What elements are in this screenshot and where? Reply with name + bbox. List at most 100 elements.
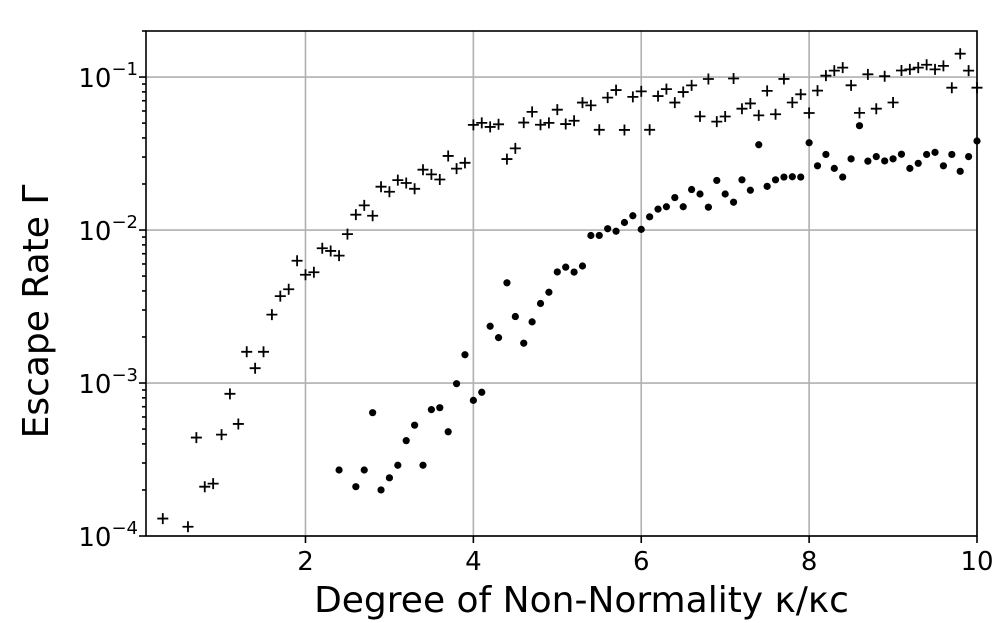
plus-marker (879, 70, 891, 82)
dot-marker (411, 421, 419, 429)
dot-marker (377, 486, 385, 494)
dot-marker (847, 155, 855, 163)
dot-marker (620, 218, 629, 227)
plus-marker (820, 70, 832, 82)
dot-marker (881, 157, 889, 165)
plus-marker (291, 255, 303, 267)
dot-marker (427, 406, 435, 414)
y-tick-label: 10−2 (78, 212, 138, 247)
dot-marker (729, 198, 738, 206)
plus-marker (526, 106, 538, 118)
plus-marker (249, 362, 261, 374)
plus-marker (207, 478, 219, 490)
plus-marker (560, 118, 572, 130)
x-axis-label: Degree of Non-Normality κ/κc (314, 580, 849, 621)
plus-marker (711, 116, 723, 128)
dot-marker (889, 155, 897, 163)
plus-marker (895, 64, 907, 76)
plus-marker (476, 117, 488, 129)
plus-marker (535, 119, 547, 131)
plus-marker (274, 290, 286, 302)
y-tick-label: 10−4 (78, 518, 138, 553)
dot-marker (394, 461, 402, 469)
plus-marker (392, 174, 404, 186)
plus-marker (417, 164, 429, 176)
dot-marker (486, 322, 494, 330)
plus-marker (778, 73, 790, 85)
plus-marker (190, 432, 202, 444)
plus-marker (576, 97, 588, 109)
plus-marker (467, 119, 479, 131)
plus-marker (551, 104, 563, 116)
dot-marker (654, 205, 662, 213)
plus-marker (627, 91, 639, 103)
plus-marker (375, 181, 387, 193)
dot-marker (553, 268, 561, 276)
dot-marker (755, 141, 763, 149)
dot-marker (536, 299, 545, 308)
plus-marker (828, 65, 840, 77)
plus-marker (459, 157, 471, 169)
dot-marker (822, 150, 830, 159)
dot-marker (461, 351, 469, 359)
plus-marker (770, 108, 782, 120)
plus-marker (341, 228, 353, 240)
dot-marker (478, 388, 486, 396)
dot-marker (956, 167, 964, 175)
dot-marker (688, 185, 696, 194)
dot-marker (797, 173, 805, 181)
dot-marker (721, 190, 729, 198)
dot-marker (864, 157, 872, 165)
plus-marker (258, 346, 270, 358)
plus-marker (518, 117, 530, 129)
plus-marker (232, 418, 244, 430)
dot-marker (805, 139, 813, 147)
dot-marker (612, 227, 620, 235)
plus-marker (702, 73, 714, 85)
dot-marker (738, 176, 746, 184)
plus-marker (744, 97, 756, 109)
plus-marker (367, 210, 379, 222)
plus-marker (568, 115, 580, 127)
dot-marker (696, 190, 704, 198)
dot-marker (813, 162, 822, 170)
dot-marker (839, 173, 847, 181)
plus-marker (652, 90, 664, 102)
dot-marker (771, 176, 780, 184)
plus-marker (929, 63, 941, 75)
dot-marker (939, 162, 948, 170)
dot-marker (679, 203, 687, 211)
dot-marker (897, 150, 906, 158)
dot-marker (360, 466, 368, 474)
plus-marker (803, 107, 815, 119)
dot-marker (587, 231, 595, 240)
plus-marker (795, 88, 807, 100)
dot-marker (520, 339, 528, 347)
dot-marker (662, 203, 671, 211)
plus-marker (316, 242, 328, 254)
y-tick-label: 10−1 (78, 59, 138, 94)
plus-marker (593, 124, 605, 136)
plus-marker (812, 85, 824, 97)
plus-marker (283, 283, 295, 295)
plus-marker (660, 83, 672, 95)
dot-marker (646, 213, 654, 221)
x-tick-label: 6 (633, 547, 650, 577)
dot-marker (906, 164, 914, 172)
plus-marker (434, 173, 446, 185)
plus-marker (299, 269, 311, 281)
y-axis-label: Escape Rate Γ (16, 185, 57, 439)
dot-marker (923, 150, 931, 159)
dot-marker (352, 483, 360, 491)
plus-marker (543, 117, 555, 129)
dot-marker (604, 225, 612, 233)
dot-marker (419, 461, 427, 469)
y-tick-label: 10−3 (78, 365, 138, 400)
plus-marker (753, 109, 765, 121)
data-points (157, 48, 983, 533)
plus-marker (635, 85, 647, 97)
plus-marker (694, 110, 706, 122)
plus-marker (182, 521, 194, 533)
dot-marker (369, 409, 377, 417)
